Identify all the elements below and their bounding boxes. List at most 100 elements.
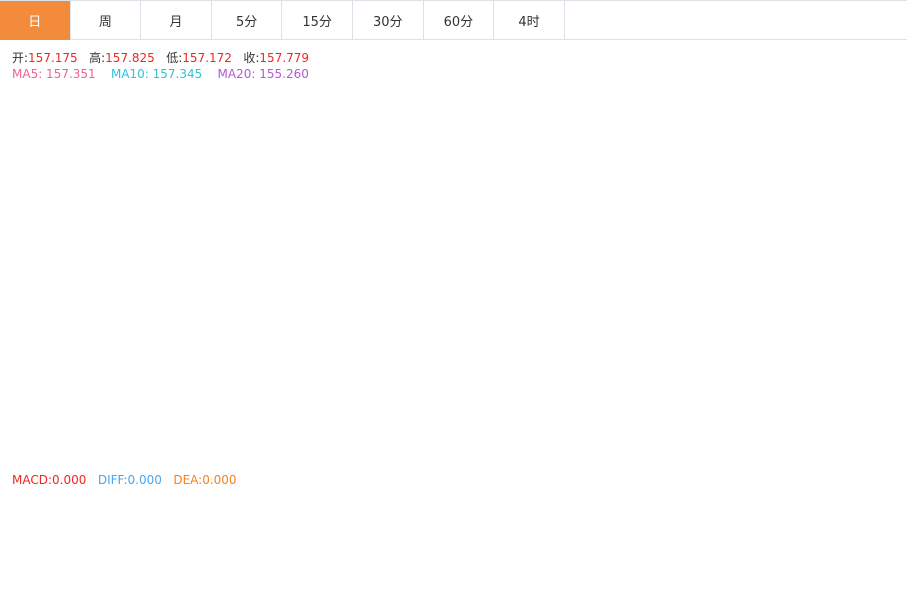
- candle-body: [73, 313, 83, 330]
- macd-bar: [97, 534, 107, 553]
- candle-body: [457, 186, 467, 216]
- macd-bar: [373, 503, 383, 535]
- macd-bar: [589, 534, 599, 561]
- candle-body: [781, 95, 791, 112]
- macd-bar: [781, 534, 791, 536]
- candle-body: [169, 223, 179, 267]
- macd-bar: [673, 534, 683, 538]
- candle-body: [361, 134, 371, 157]
- tab-5[interactable]: 30分: [353, 1, 424, 40]
- open-value: 157.175: [28, 51, 78, 65]
- macd-bar: [289, 529, 299, 535]
- ma5-value: MA5: 157.351: [12, 67, 96, 81]
- macd-tick-label: 1.301: [840, 494, 872, 507]
- macd-bar: [121, 534, 131, 552]
- close-value: 157.779: [259, 51, 310, 65]
- candle-body: [13, 326, 23, 371]
- candle-body: [625, 188, 635, 203]
- candle-body: [637, 188, 647, 205]
- macd-tick-label: -2.042: [840, 583, 875, 596]
- last-price-badge: [834, 86, 904, 105]
- candle-body: [289, 175, 299, 253]
- price-tick-label: 151.714: [840, 243, 886, 256]
- macd-bar: [697, 534, 707, 536]
- macd-bar: [661, 534, 671, 539]
- candle-body: [445, 186, 455, 190]
- ma5-line: [5, 102, 787, 370]
- candle-body: [613, 199, 623, 227]
- macd-bar: [205, 534, 215, 540]
- candle-body: [193, 233, 203, 248]
- macd-bar: [13, 534, 23, 543]
- candle-body: [697, 107, 707, 114]
- macd-bar: [637, 534, 647, 551]
- price-tick-label: 143.395: [840, 453, 886, 466]
- candle-body: [565, 261, 575, 293]
- macd-bar: [493, 534, 503, 553]
- ma10-value: MA10: 157.345: [110, 67, 203, 81]
- candle-body: [433, 171, 443, 179]
- candle-body: [241, 206, 251, 242]
- macd-bar: [169, 534, 179, 538]
- candle-body: [85, 298, 95, 318]
- macd-bar: [85, 534, 95, 551]
- candle-body: [37, 337, 47, 340]
- high-label: 高:: [89, 51, 106, 65]
- candle-body: [481, 253, 491, 268]
- candle-body: [517, 302, 527, 304]
- tab-1[interactable]: 周: [71, 1, 142, 40]
- macd-bar: [757, 534, 767, 536]
- diff-value: DIFF:0.000: [97, 473, 162, 487]
- macd-bar: [25, 534, 35, 546]
- macd-bar: [385, 499, 395, 535]
- candle-body: [109, 301, 119, 313]
- price-tick-label: 144.583: [840, 423, 886, 436]
- macd-bar: [541, 534, 551, 566]
- dea-line: [5, 534, 787, 581]
- macd-bar: [157, 534, 167, 540]
- candle-body: [49, 309, 59, 339]
- tab-4[interactable]: 15分: [282, 1, 353, 40]
- macd-bar: [445, 512, 455, 535]
- close-label: 收:: [243, 51, 260, 65]
- macd-bar: [73, 534, 83, 551]
- candle-body: [397, 174, 407, 176]
- candle-body: [145, 271, 155, 307]
- macd-bar: [133, 534, 143, 546]
- macd-bar: [313, 527, 323, 535]
- macd-bar: [625, 534, 635, 556]
- tab-0[interactable]: 日: [0, 1, 71, 40]
- candle-body: [553, 290, 563, 293]
- macd-bar: [217, 534, 227, 544]
- candle-body: [673, 104, 683, 131]
- macd-bar: [109, 534, 119, 552]
- macd-tick-label: -0.927: [840, 553, 875, 566]
- ma20-line: [5, 158, 787, 370]
- tab-2[interactable]: 月: [141, 1, 212, 40]
- candle-body: [1, 369, 11, 383]
- price-tick-label: 146.960: [840, 363, 886, 376]
- candle-body: [757, 101, 767, 117]
- low-value: 157.172: [182, 51, 232, 65]
- tab-6[interactable]: 60分: [424, 1, 495, 40]
- macd-bar: [1, 534, 11, 546]
- macd-bar: [721, 534, 731, 536]
- macd-bar: [265, 534, 275, 543]
- macd-bar: [601, 534, 611, 561]
- macd-bar: [433, 503, 443, 535]
- diff-line: [5, 526, 787, 590]
- candle-body: [301, 175, 311, 220]
- candle-body: [265, 233, 275, 239]
- candle-body: [277, 238, 287, 253]
- candle-body: [721, 91, 731, 95]
- candle-body: [505, 301, 515, 304]
- candle-body: [121, 286, 131, 302]
- candle-body: [385, 175, 395, 183]
- tab-7[interactable]: 4时: [494, 1, 565, 40]
- macd-bar: [649, 534, 659, 547]
- candle-body: [745, 107, 755, 122]
- open-label: 开:: [12, 51, 29, 65]
- macd-bar: [577, 534, 587, 563]
- tab-3[interactable]: 5分: [212, 1, 283, 40]
